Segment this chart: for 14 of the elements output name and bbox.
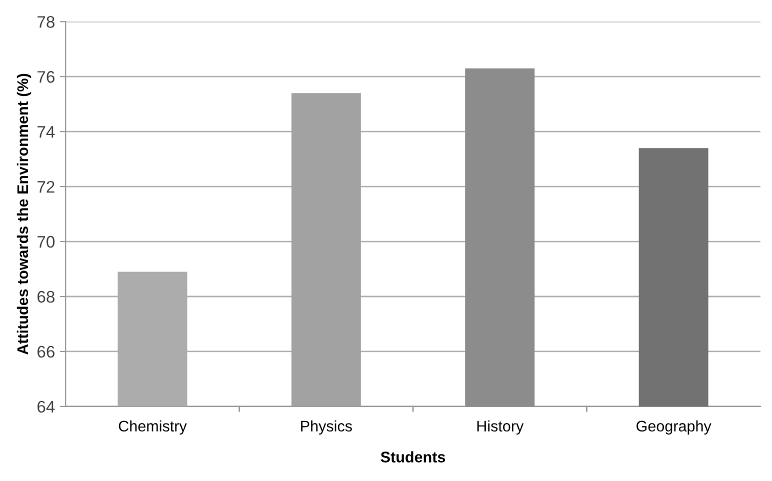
y-tick-label: 76: [38, 71, 54, 83]
x-tick-label: Geography: [636, 420, 712, 435]
y-tick-label: 64: [38, 400, 55, 413]
y-tick-label: 66: [38, 346, 54, 358]
y-axis-title: Attitudes towards the Environment (%): [16, 74, 32, 355]
x-tick-label: History: [477, 420, 524, 435]
x-axis-title: Students: [380, 451, 446, 462]
x-tick-label: Chemistry: [118, 420, 187, 435]
y-tick-label: 78: [38, 16, 54, 28]
y-tick-label: 68: [38, 290, 54, 303]
x-tick-label: Physics: [301, 420, 352, 435]
y-tick-label: 70: [38, 236, 55, 248]
y-tick-label: 72: [38, 180, 54, 193]
y-tick-label: 74: [38, 126, 55, 138]
